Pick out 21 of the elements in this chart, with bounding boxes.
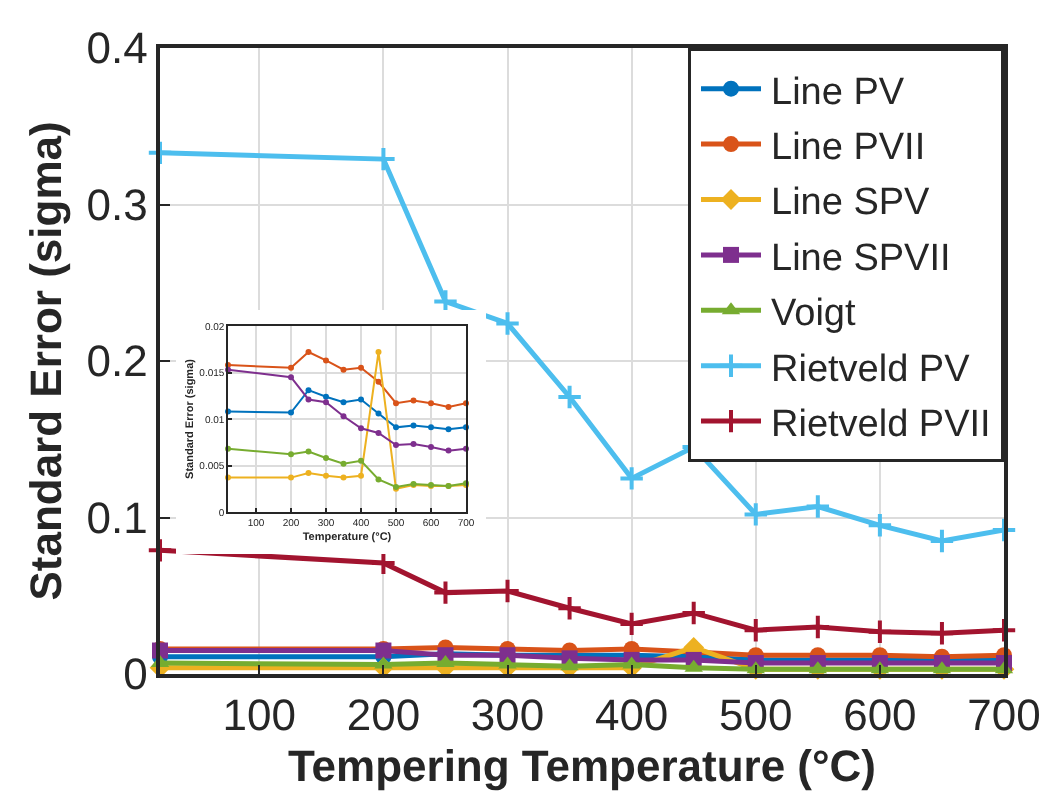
x-axis-title: Tempering Temperature (°C) [287,741,877,792]
x-tick-label: 600 [843,690,917,741]
legend-label: Line PVII [771,126,926,169]
legend-label: Rietveld PVII [771,403,991,446]
legend-label: Rietveld PV [771,348,971,391]
y-tick-label: 0.1 [86,492,148,543]
x-tick-label: 200 [346,690,421,741]
x-tick-label: 300 [470,690,545,741]
legend-label: Line PV [771,71,905,114]
x-tick-label: 400 [594,690,669,741]
y-axis-title: Standard Error (sigma) [21,121,72,601]
x-tick-label: 500 [719,690,793,741]
legend-label: Voigt [771,293,857,336]
x-tick-label: 100 [222,690,297,741]
legend-label: Line SPV [771,182,931,225]
y-tick-label: 0.2 [86,336,148,387]
y-tick-label: 0 [123,649,148,700]
legend-label: Line SPVII [771,237,951,280]
y-tick-label: 0.3 [86,179,148,230]
x-tick-label: 700 [967,690,1041,741]
y-tick-label: 0.4 [86,23,148,74]
